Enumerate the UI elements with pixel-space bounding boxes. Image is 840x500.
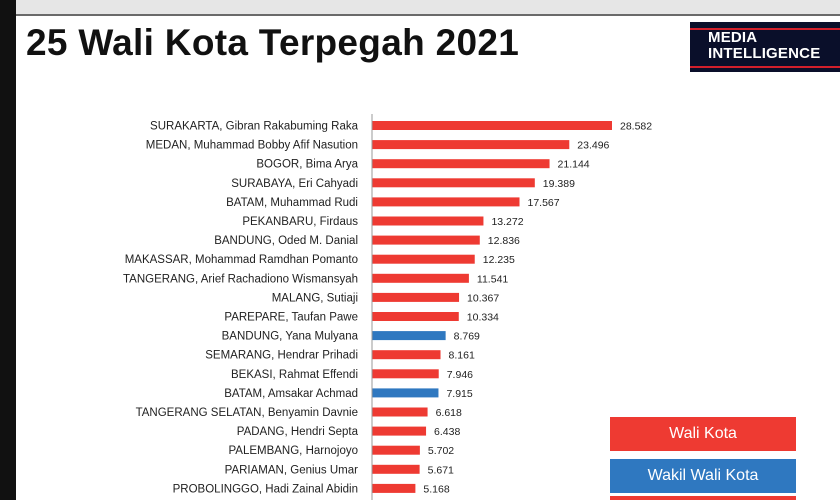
logo-text: MEDIA INTELLIGENCE — [708, 29, 821, 62]
category-label: TANGERANG, Arief Rachadiono Wismansyah — [123, 273, 358, 285]
bar — [372, 331, 446, 341]
bar — [372, 483, 416, 493]
category-label: BATAM, Muhammad Rudi — [226, 197, 358, 209]
category-label: PARIAMAN, Genius Umar — [225, 464, 359, 476]
legend-wakil-wali-kota: Wakil Wali Kota — [610, 459, 796, 493]
media-intelligence-logo: MEDIA INTELLIGENCE — [690, 22, 840, 72]
bar — [372, 273, 469, 283]
category-label: PAREPARE, Taufan Pawe — [224, 312, 358, 324]
value-label: 23.496 — [577, 140, 609, 152]
value-label: 7.915 — [446, 388, 472, 400]
bar — [372, 140, 570, 150]
bar — [372, 426, 427, 436]
value-label: 7.946 — [447, 369, 473, 381]
bar — [372, 159, 550, 169]
value-label: 10.367 — [467, 292, 499, 304]
value-label: 11.541 — [477, 273, 508, 285]
bar — [372, 388, 439, 398]
category-label: PADANG, Hendri Septa — [237, 426, 359, 438]
category-label: BEKASI, Rahmat Effendi — [231, 369, 358, 381]
value-label: 5.702 — [428, 445, 454, 457]
value-label: 28.582 — [620, 121, 652, 133]
bar — [372, 464, 420, 474]
bar — [372, 197, 520, 207]
value-label: 12.235 — [483, 254, 515, 266]
bar — [372, 292, 460, 302]
bar — [372, 235, 480, 245]
category-label: TANGERANG SELATAN, Benyamin Davnie — [136, 407, 358, 419]
category-label: PROBOLINGGO, Hadi Zainal Abidin — [173, 483, 358, 495]
category-label: BANDUNG, Yana Mulyana — [222, 331, 359, 343]
bar — [372, 178, 535, 188]
logo-stripe-bottom — [690, 66, 840, 68]
value-label: 6.618 — [436, 407, 462, 419]
bar — [372, 216, 484, 226]
value-label: 5.168 — [423, 483, 449, 495]
bar — [372, 445, 420, 455]
category-label: PEKANBARU, Firdaus — [242, 216, 358, 228]
legend-wali-kota-label: Wali Kota — [669, 425, 737, 442]
category-label: PALEMBANG, Harnojoyo — [228, 445, 358, 457]
value-label: 8.161 — [449, 350, 475, 362]
category-label: BANDUNG, Oded M. Danial — [214, 235, 358, 247]
value-label: 10.334 — [467, 312, 499, 324]
legend-next-entry — [610, 496, 796, 500]
category-label: MEDAN, Muhammad Bobby Afif Nasution — [146, 140, 358, 152]
value-label: 5.671 — [428, 464, 454, 476]
category-label: MALANG, Sutiaji — [272, 292, 358, 304]
value-label: 13.272 — [491, 216, 523, 228]
value-label: 12.836 — [488, 235, 520, 247]
page-title: 25 Wali Kota Terpegah 2021 — [26, 22, 520, 63]
category-label: MAKASSAR, Mohammad Ramdhan Pomanto — [125, 254, 358, 266]
category-label: SURABAYA, Eri Cahyadi — [231, 178, 358, 190]
legend-wali-kota: Wali Kota — [610, 417, 796, 451]
value-label: 19.389 — [543, 178, 575, 190]
category-label: SEMARANG, Hendrar Prihadi — [205, 350, 358, 362]
value-label: 6.438 — [434, 426, 460, 438]
top-strip — [16, 0, 840, 14]
category-label: SURAKARTA, Gibran Rakabuming Raka — [150, 121, 359, 133]
category-label: BATAM, Amsakar Achmad — [224, 388, 358, 400]
bar — [372, 121, 612, 130]
bar — [372, 350, 441, 360]
bar — [372, 369, 439, 379]
bar — [372, 254, 475, 264]
bar — [372, 407, 428, 417]
value-label: 21.144 — [558, 159, 590, 171]
value-label: 17.567 — [528, 197, 560, 209]
bar — [372, 312, 459, 321]
legend-wakil-wali-kota-label: Wakil Wali Kota — [647, 467, 759, 484]
value-label: 8.769 — [454, 331, 480, 343]
logo-stripe-top — [690, 28, 840, 30]
category-label: BOGOR, Bima Arya — [256, 159, 358, 171]
